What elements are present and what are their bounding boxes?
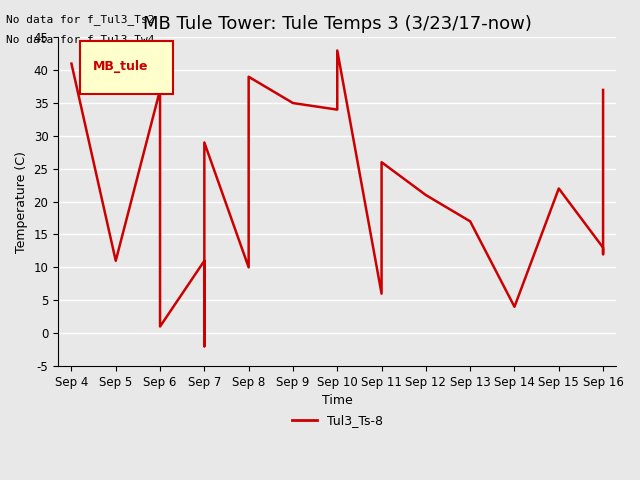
Text: MB_tule: MB_tule <box>93 60 148 73</box>
Text: No data for f_Tul3_Ts2: No data for f_Tul3_Ts2 <box>6 14 155 25</box>
Y-axis label: Temperature (C): Temperature (C) <box>15 151 28 252</box>
X-axis label: Time: Time <box>322 394 353 407</box>
Legend: Tul3_Ts-8: Tul3_Ts-8 <box>287 409 388 432</box>
Title: MB Tule Tower: Tule Temps 3 (3/23/17-now): MB Tule Tower: Tule Temps 3 (3/23/17-now… <box>143 15 532 33</box>
Text: No data for f_Tul3_Tw4: No data for f_Tul3_Tw4 <box>6 34 155 45</box>
